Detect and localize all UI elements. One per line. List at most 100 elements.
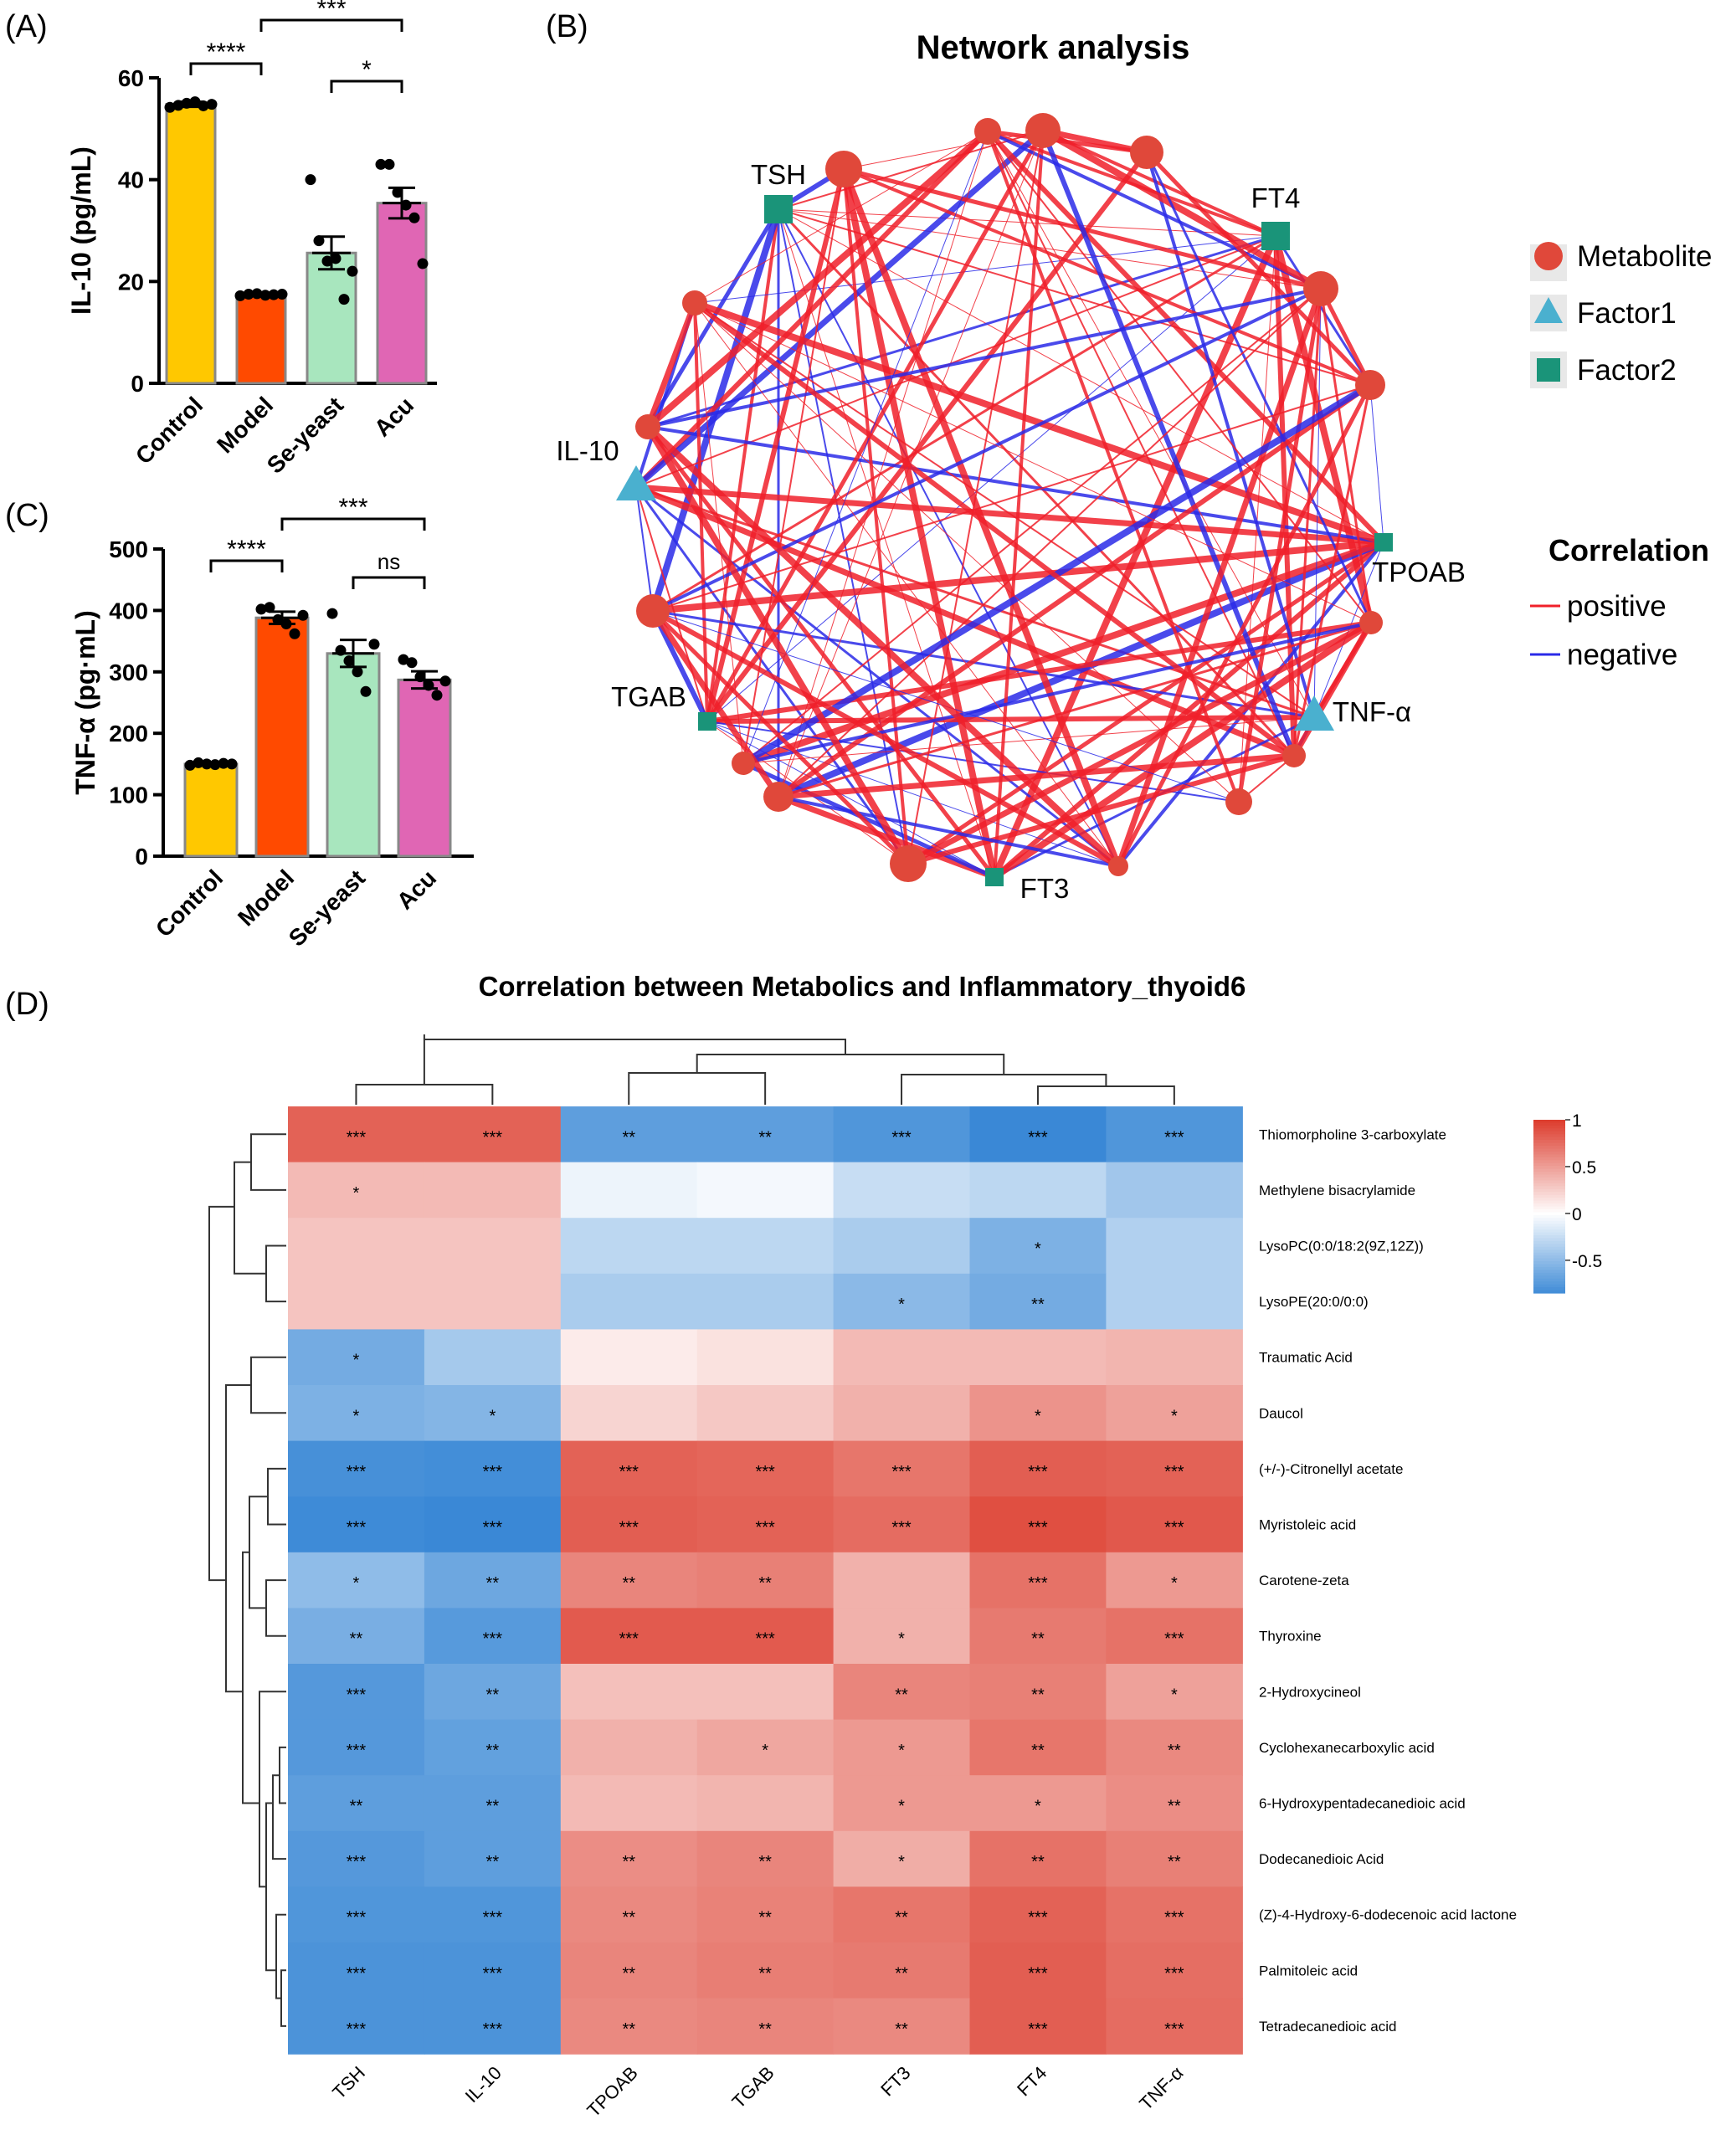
row-dendrogram-branch — [242, 1551, 259, 1804]
negative-edge — [987, 130, 1322, 290]
metabolite-node — [1130, 136, 1163, 169]
significance-star: ** — [1168, 1798, 1181, 1816]
row-label: 6-Hydroxypentadecanedioic acid — [1259, 1796, 1466, 1812]
metabolite-node — [1108, 856, 1128, 876]
data-point — [289, 628, 300, 639]
bar-se-yeast — [326, 652, 381, 858]
heatmap-cell — [288, 1385, 425, 1442]
negative-edge — [634, 128, 1045, 490]
significance-star: * — [353, 1407, 360, 1425]
significance-star: *** — [1164, 1519, 1184, 1537]
data-point — [172, 100, 184, 111]
colorbar-segment — [1533, 1261, 1565, 1265]
colorbar-segment — [1533, 1287, 1565, 1291]
heatmap-cell — [833, 1552, 971, 1609]
significance-star: *** — [483, 1909, 503, 1927]
data-point — [414, 671, 426, 683]
network-title: Network analysis — [917, 29, 1190, 66]
significance-star: ** — [1168, 1853, 1181, 1871]
colorbar-segment — [1533, 1203, 1565, 1208]
data-point — [193, 757, 204, 768]
metabolite-node — [732, 752, 755, 775]
significance-star: ** — [1031, 1630, 1045, 1649]
heatmap-cell — [1106, 1886, 1243, 1943]
heatmap-cell — [288, 1775, 425, 1832]
heatmap-cell — [288, 1886, 425, 1943]
significance-star: ** — [758, 2020, 772, 2039]
colorbar-segment — [1533, 1255, 1565, 1260]
metabolite-node — [635, 414, 660, 439]
negative-edge — [1040, 129, 1297, 757]
node-label-ft3: FT3 — [1020, 873, 1070, 904]
significance-bracket — [352, 576, 426, 589]
heatmap-cell — [560, 1719, 698, 1776]
data-point — [189, 96, 201, 108]
metabolite-node — [825, 151, 862, 187]
metabolite-node — [1025, 113, 1061, 148]
heatmap-cell — [969, 1496, 1107, 1553]
data-point — [338, 294, 350, 305]
bar-chart-tnf: 0 100 200 300 400 500 TNF-α (pg·mL) Control Mode… — [70, 494, 474, 952]
heatmap-stars: *** *** ** ** *** *** ****** **** * * **** *** *** **… — [347, 1128, 1184, 2039]
column-label: FT4 — [1013, 2062, 1050, 2100]
factor2-node — [1261, 222, 1290, 250]
heatmap-cell — [969, 1218, 1107, 1275]
heatmap-cell — [696, 1385, 835, 1442]
heatmap-cell — [833, 1719, 971, 1776]
data-point — [439, 675, 451, 687]
heatmap-cell — [969, 1440, 1107, 1497]
significance-star: ** — [622, 1128, 635, 1147]
significance-star: * — [1035, 1798, 1041, 1816]
factor1-node — [616, 465, 656, 500]
significance-star: * — [353, 1352, 360, 1370]
significance-star: * — [353, 1184, 360, 1203]
data-point — [313, 235, 325, 247]
network-legend: Metabolite Factor1 Factor2 Correlation p… — [1530, 240, 1712, 671]
row-label: LysoPC(0:0/18:2(9Z,12Z)) — [1259, 1239, 1424, 1255]
dendrograms — [208, 1034, 1175, 2027]
heatmap-cell — [833, 1329, 971, 1386]
significance-star: *** — [1164, 1630, 1184, 1649]
positive-edge — [907, 130, 1044, 865]
heatmap-cell — [288, 1830, 425, 1887]
heatmap-cell — [560, 1440, 698, 1497]
heatmap-cell — [288, 1329, 425, 1386]
positive-edge — [694, 302, 1119, 867]
data-point — [305, 174, 316, 186]
colorbar-segment — [1533, 1131, 1565, 1135]
heatmap-cell — [288, 1942, 425, 1999]
significance-label: ns — [378, 549, 400, 574]
colorbar-segment — [1533, 1174, 1565, 1178]
colorbar-segment — [1533, 1270, 1565, 1274]
significance-star: * — [1171, 1574, 1178, 1593]
bar-acu — [376, 202, 428, 385]
positive-edge — [1292, 384, 1372, 757]
positive-edge — [742, 288, 1322, 764]
heatmap-cell — [969, 1273, 1107, 1330]
positive-edge — [652, 234, 1276, 613]
row-dendrogram-branch — [249, 1496, 268, 1609]
legend-negative: negative — [1567, 639, 1677, 671]
negative-edge — [1369, 384, 1384, 543]
significance-star: *** — [347, 1909, 367, 1927]
colorbar-segment — [1533, 1142, 1565, 1147]
heatmap-cell — [1106, 1218, 1243, 1275]
colorbar-segment — [1533, 1194, 1565, 1198]
significance-star: ** — [486, 1574, 500, 1593]
row-label: Daucol — [1259, 1405, 1303, 1421]
negative-edge — [694, 235, 1276, 304]
significance-star: ** — [758, 1853, 772, 1871]
data-point — [368, 639, 380, 650]
data-point — [431, 690, 443, 701]
positive-edge — [646, 425, 996, 879]
colorbar-tick-label: 0.5 — [1572, 1158, 1596, 1178]
heatmap-cell — [1106, 1719, 1243, 1776]
heatmap-cell — [969, 1775, 1107, 1832]
heatmap-cell — [969, 1608, 1107, 1665]
heatmap-cells — [288, 1106, 1243, 2055]
significance-star: *** — [891, 1463, 912, 1481]
positive-edge — [705, 168, 846, 722]
heatmap-cell — [969, 1942, 1107, 1999]
data-point — [259, 290, 271, 301]
significance-label: **** — [227, 536, 266, 563]
